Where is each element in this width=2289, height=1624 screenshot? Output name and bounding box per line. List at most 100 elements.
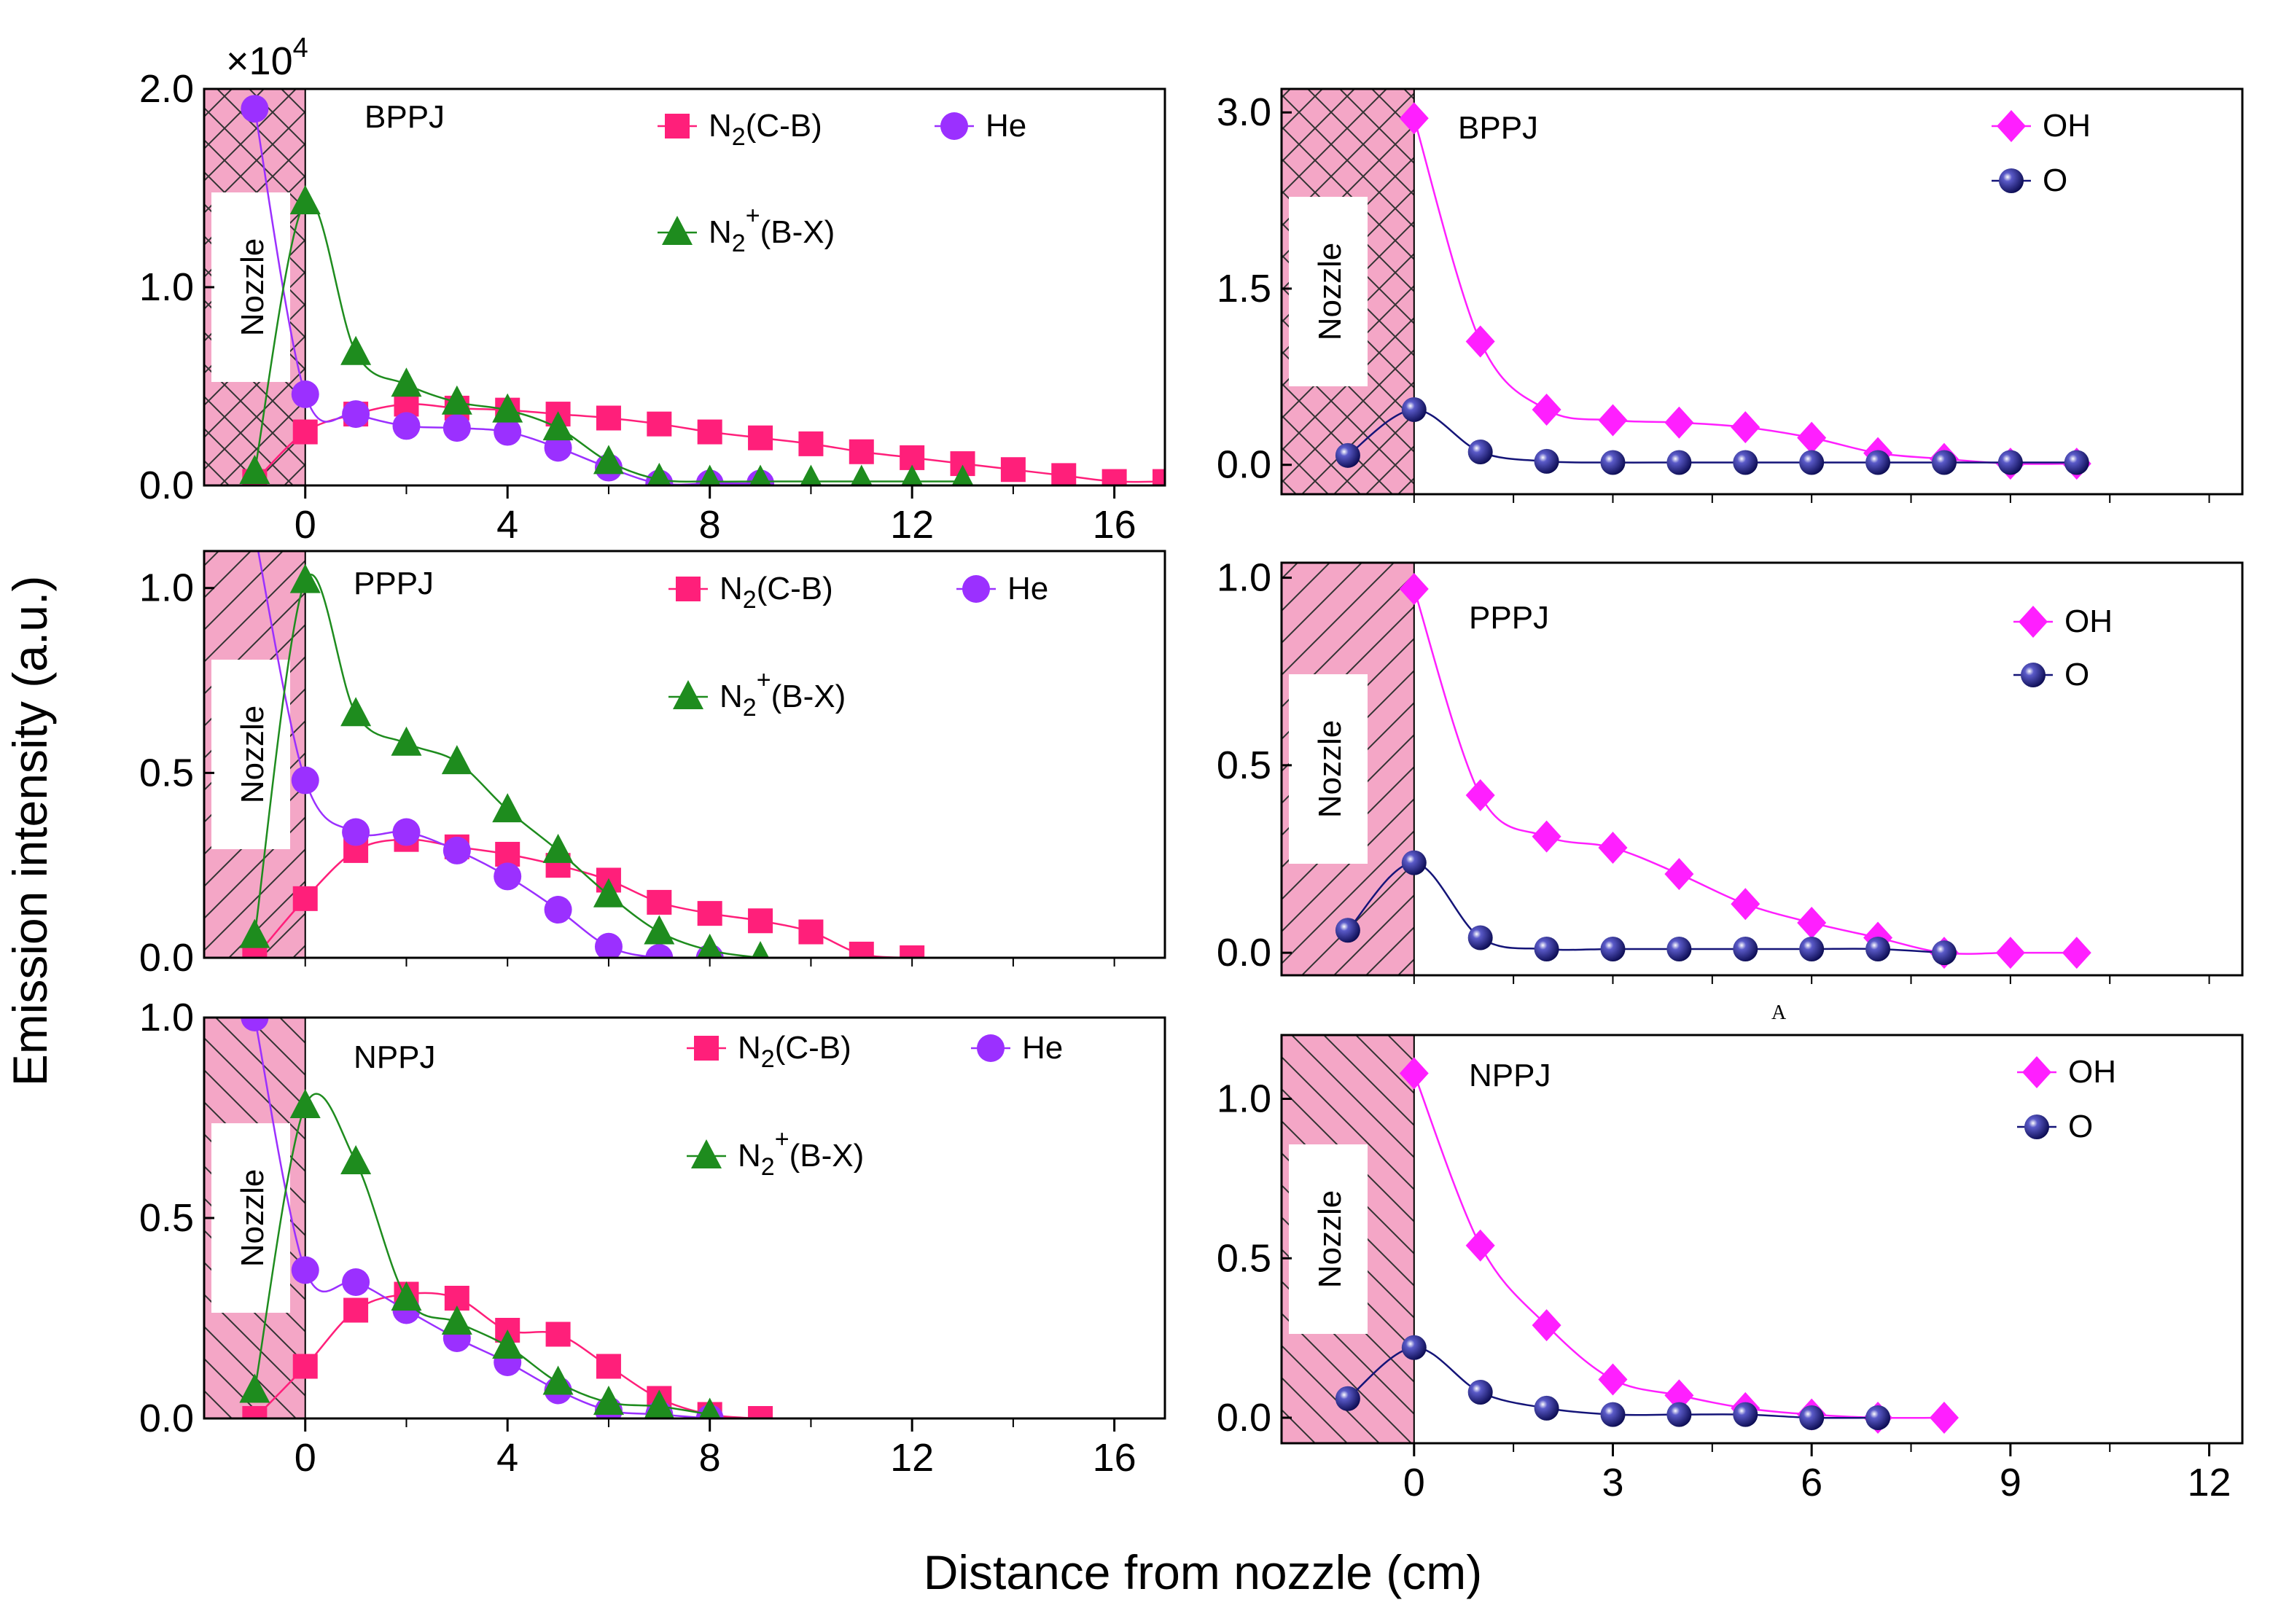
data-point <box>1598 1363 1628 1396</box>
data-point <box>544 896 572 924</box>
x-tick-label: 0 <box>1403 1461 1425 1504</box>
legend-label: He <box>1007 571 1048 606</box>
legend-entry: O <box>1992 163 2067 198</box>
data-point <box>340 697 372 727</box>
data-point <box>748 425 773 450</box>
series-n2-b-x- <box>239 185 974 485</box>
data-point <box>494 418 522 446</box>
data-point <box>1532 1309 1561 1342</box>
data-point <box>1666 1402 1692 1427</box>
series-o <box>1335 397 2089 475</box>
data-point <box>698 464 721 485</box>
data-point <box>1664 1379 1694 1412</box>
legend-entry: OH <box>2013 604 2113 639</box>
data-point <box>647 411 672 437</box>
panel-title: NPPJ <box>354 1039 435 1075</box>
legend-entry: N2(C-B) <box>687 1030 851 1073</box>
legend-entry: He <box>935 108 1026 144</box>
panel-left-top: Nozzle N2(C-B) He N2+(B-X) BPPJ 0.0 1.0 2.0 0 4 8 1… <box>139 67 1166 547</box>
data-point <box>391 1281 422 1311</box>
data-point <box>1666 450 1692 475</box>
data-point <box>798 919 824 945</box>
data-point <box>2062 937 2091 969</box>
data-point <box>1865 450 1891 475</box>
data-point <box>292 419 318 445</box>
series-oh <box>1399 102 2091 480</box>
y-tick-label: 1.0 <box>1217 556 1271 600</box>
legend-label: O <box>2068 1109 2093 1144</box>
legend-entry: N2+(B-X) <box>668 666 846 722</box>
legend-marker <box>673 680 703 709</box>
panel-right-mid: Nozzle OH O PPPJ 0.0 0.5 1.0 <box>1217 556 2244 984</box>
panel-title: BPPJ <box>364 99 445 135</box>
nozzle-label: Nozzle <box>1312 720 1348 819</box>
data-point <box>1532 393 1561 426</box>
panel-right-top: Nozzle OH O BPPJ 0.0 1.5 3.0 <box>1217 87 2244 503</box>
data-point <box>645 944 674 958</box>
y-tick-label: 0.0 <box>1217 443 1271 487</box>
nozzle-label-box <box>1289 1144 1368 1334</box>
x-tick-label: 3 <box>1602 1461 1623 1504</box>
data-point <box>849 941 874 958</box>
data-point <box>1666 936 1692 961</box>
data-point <box>1931 940 1957 966</box>
x-tick-label: 0 <box>295 503 316 547</box>
data-point <box>495 841 520 867</box>
data-point <box>1465 779 1495 812</box>
data-point <box>596 405 621 431</box>
data-point <box>542 833 574 863</box>
legend-label: He <box>986 108 1026 144</box>
legend-marker <box>1997 110 2026 142</box>
x-tick-label: 12 <box>2188 1461 2231 1504</box>
plot-frame <box>1280 561 2244 977</box>
x-tick-label: 8 <box>699 503 721 547</box>
data-point <box>542 411 574 441</box>
data-point <box>1799 1405 1825 1430</box>
data-point <box>2064 450 2089 475</box>
panel-left-mid: Nozzle N2(C-B) He N2+(B-X) PPPJ 0.0 0.5 1.0 <box>139 550 1166 980</box>
data-point <box>1153 469 1165 485</box>
x-tick-label: 6 <box>1801 1461 1822 1504</box>
data-point <box>544 434 572 462</box>
y-axis-title: Emission intensity (a.u.) <box>3 576 57 1087</box>
data-point <box>289 185 321 215</box>
x-axis-title: Distance from nozzle (cm) <box>924 1545 1483 1599</box>
legend-entry: O <box>2013 657 2089 692</box>
legend-entry: N2(C-B) <box>668 571 833 614</box>
data-point <box>1465 325 1495 358</box>
x-tick-label: 16 <box>1093 503 1136 547</box>
legend-label: OH <box>2064 604 2113 639</box>
data-point <box>1997 450 2023 475</box>
x-tick-label: 4 <box>496 1436 518 1480</box>
data-point <box>442 414 471 442</box>
data-point <box>239 918 270 948</box>
legend-marker <box>665 114 690 138</box>
legend-entry: N2+(B-X) <box>687 1125 864 1181</box>
panel-right-bottom: Nozzle OH O NPPJ 0.0 0.5 1.0 0 3 6 9 12 <box>1217 1034 2244 1504</box>
data-point <box>291 766 319 795</box>
data-point <box>1664 406 1694 439</box>
series-he <box>241 95 775 485</box>
y-tick-label: 0.0 <box>139 464 194 507</box>
legend-entry: N2+(B-X) <box>658 202 835 257</box>
y-tick-label: 2.0 <box>139 67 194 111</box>
data-point <box>340 1145 372 1174</box>
nozzle-label-box <box>1289 197 1368 386</box>
series-n2-c-b- <box>242 827 925 958</box>
data-point <box>1799 936 1825 961</box>
y-tick-label: 1.0 <box>139 996 194 1039</box>
legend-label: OH <box>2043 108 2091 144</box>
data-point <box>593 878 624 907</box>
legend-label: N2+(B-X) <box>738 1125 864 1181</box>
panel-title: NPPJ <box>1469 1058 1551 1093</box>
data-point <box>698 1397 721 1418</box>
legend-marker <box>676 577 701 601</box>
data-point <box>343 1297 369 1323</box>
data-point <box>593 445 624 475</box>
data-point <box>647 889 672 915</box>
data-point <box>1401 397 1427 422</box>
data-point <box>798 431 824 456</box>
legend-marker <box>940 112 968 140</box>
legend-marker <box>1999 168 2024 193</box>
data-point <box>1797 421 1827 454</box>
